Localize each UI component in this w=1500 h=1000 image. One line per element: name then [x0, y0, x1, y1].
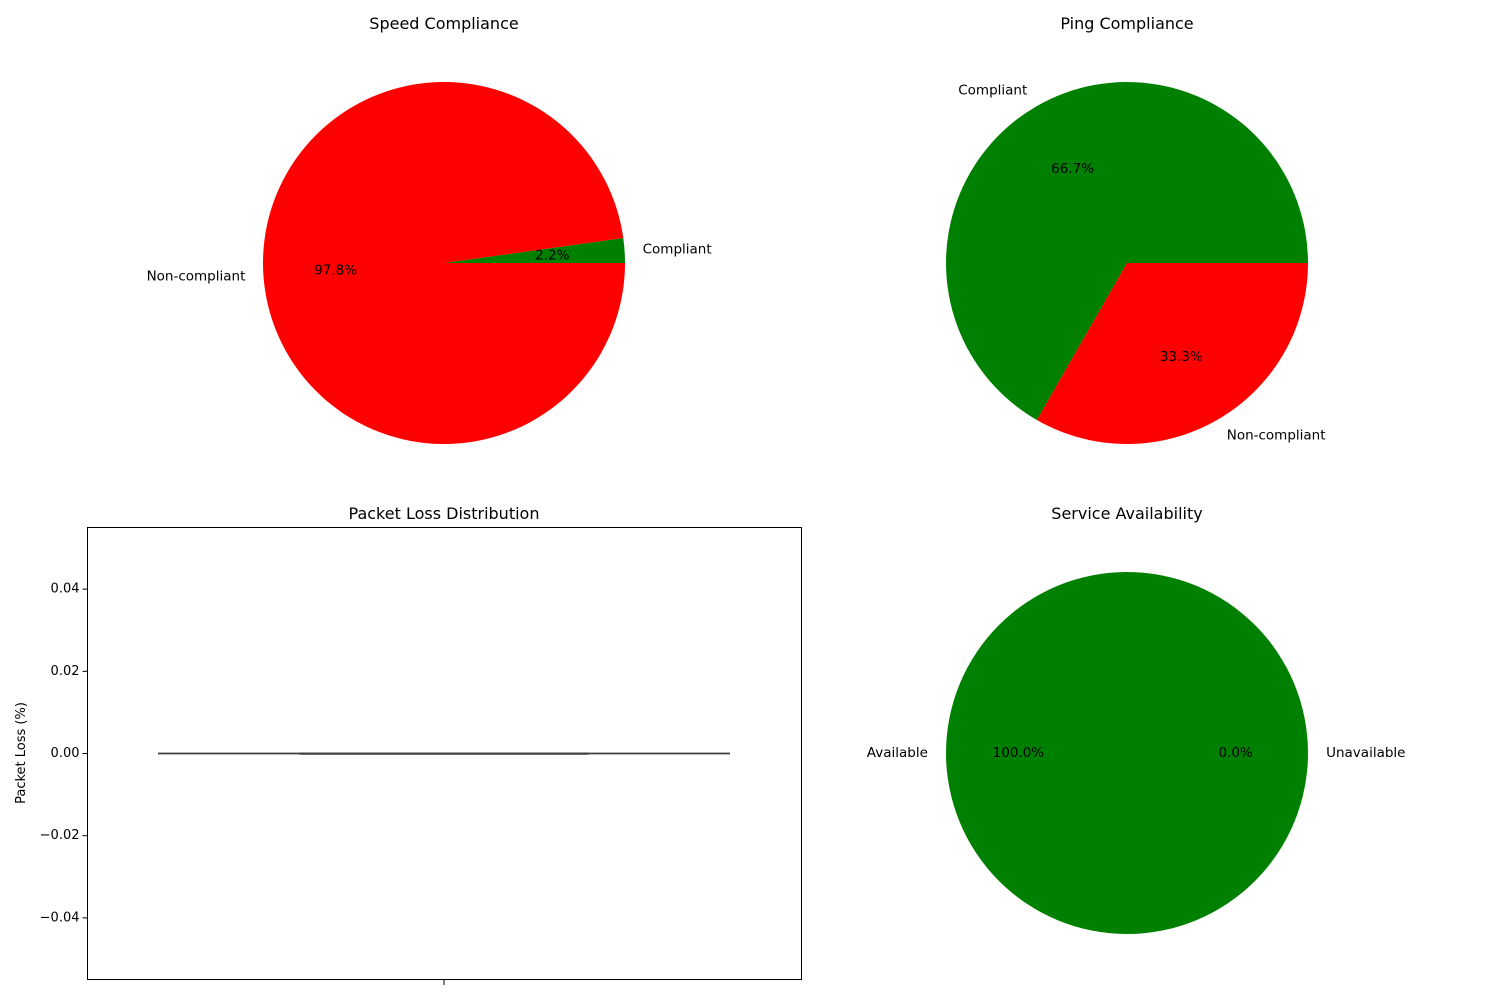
packet-loss-title: Packet Loss Distribution — [349, 504, 540, 523]
ping-compliance-pct-non-compliant: 33.3% — [1160, 349, 1203, 365]
service-availability-title: Service Availability — [1051, 504, 1202, 523]
ping-compliance-slice-compliant — [946, 82, 1308, 420]
service-availability-label-unavailable: Unavailable — [1326, 745, 1405, 761]
speed-compliance-pie-chart: Speed Compliance Compliant 2.2% Non-compli… — [147, 14, 712, 445]
service-availability-pct-unavailable: 0.0% — [1218, 745, 1252, 761]
speed-compliance-title: Speed Compliance — [369, 14, 518, 33]
speed-compliance-label-compliant: Compliant — [643, 241, 712, 257]
service-availability-slices: Available 100.0% Unavailable 0.0% — [867, 572, 1405, 934]
y-tick-label: 0.04 — [51, 582, 80, 597]
speed-compliance-slices: Compliant 2.2% Non-compliant 97.8% — [147, 82, 712, 445]
y-tick-label: 0.00 — [51, 746, 80, 761]
packet-loss-y-axis-label: Packet Loss (%) — [14, 702, 29, 804]
service-availability-pct-available: 100.0% — [993, 745, 1045, 761]
packet-loss-box — [158, 752, 730, 755]
ping-compliance-label-compliant: Compliant — [958, 83, 1027, 99]
speed-compliance-pct-non-compliant: 97.8% — [314, 262, 357, 278]
speed-compliance-slice-compliant — [444, 238, 625, 263]
ping-compliance-slices: Compliant 66.7% Non-compliant 33.3% — [946, 82, 1326, 445]
speed-compliance-slice-non-compliant — [263, 82, 625, 445]
y-tick-label: −0.02 — [40, 828, 80, 843]
y-tick-label: −0.04 — [40, 910, 80, 925]
ping-compliance-pie-chart: Ping Compliance Compliant 66.7% Non-compli… — [946, 14, 1326, 445]
ping-compliance-title: Ping Compliance — [1060, 14, 1193, 33]
packet-loss-box-plot: Packet Loss Distribution Packet Loss (%)… — [14, 504, 802, 985]
ping-compliance-slice-non-compliant — [1036, 263, 1308, 445]
packet-loss-y-axis: −0.04 −0.02 0.00 0.02 0.04 — [40, 582, 88, 925]
service-availability-slice-available — [946, 572, 1308, 934]
ping-compliance-label-non-compliant: Non-compliant — [1227, 427, 1326, 443]
speed-compliance-pct-compliant: 2.2% — [535, 248, 569, 264]
service-availability-pie-chart: Service Availability Available 100.0% Unav… — [867, 504, 1405, 934]
ping-compliance-pct-compliant: 66.7% — [1051, 161, 1094, 177]
speed-compliance-label-non-compliant: Non-compliant — [147, 269, 246, 285]
y-tick-label: 0.02 — [51, 664, 80, 679]
service-availability-label-available: Available — [867, 745, 928, 761]
